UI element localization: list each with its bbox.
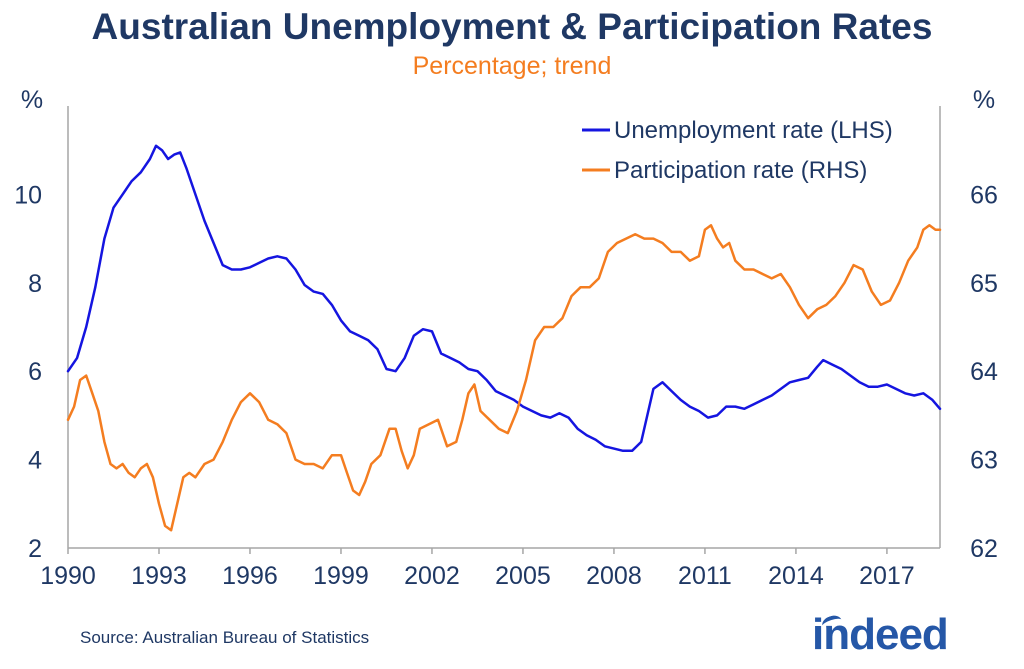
right-tick-label: 64 bbox=[970, 358, 998, 386]
right-tick-label: 63 bbox=[970, 447, 998, 475]
legend-unemployment-label: Unemployment rate (LHS) bbox=[614, 117, 893, 144]
x-tick-label: 2005 bbox=[495, 562, 551, 590]
chart-legend: Unemployment rate (LHS) Participation rat… bbox=[582, 117, 893, 184]
chart-subtitle: Percentage; trend bbox=[412, 52, 612, 80]
x-tick-label: 1996 bbox=[222, 562, 278, 590]
x-tick-label: 2011 bbox=[678, 562, 732, 590]
left-tick-label: 2 bbox=[28, 535, 42, 563]
x-tick-label: 2014 bbox=[768, 562, 824, 590]
left-tick-label: 6 bbox=[28, 358, 42, 386]
chart-plot-area bbox=[66, 144, 942, 532]
left-tick-label: 4 bbox=[28, 447, 42, 475]
x-tick-label: 2002 bbox=[404, 562, 460, 590]
x-tick-label: 1999 bbox=[313, 562, 369, 590]
x-tick-label: 1990 bbox=[40, 562, 96, 590]
right-axis-unit: % bbox=[973, 86, 995, 114]
source-note: Source: Australian Bureau of Statistics bbox=[80, 628, 370, 647]
chart-axes: 2 4 6 8 10% 62 63 64 65 66% 1990 1993 1996 1999 2002 20… bbox=[14, 86, 998, 590]
unemployment-rate-line bbox=[66, 144, 942, 453]
x-tick-label: 1993 bbox=[131, 562, 187, 590]
x-tick-label: 2008 bbox=[586, 562, 642, 590]
indeed-logo: indeed bbox=[812, 610, 949, 659]
legend-participation-label: Participation rate (RHS) bbox=[614, 157, 867, 184]
right-tick-label: 62 bbox=[970, 535, 998, 563]
left-tick-label: 8 bbox=[28, 270, 42, 298]
participation-rate-line bbox=[66, 224, 942, 532]
chart-title: Australian Unemployment & Participation … bbox=[91, 6, 933, 47]
left-tick-label: 10 bbox=[14, 181, 42, 209]
x-tick-label: 2017 bbox=[859, 562, 915, 590]
left-axis-unit: % bbox=[21, 86, 43, 114]
right-tick-label: 65 bbox=[970, 270, 998, 298]
right-tick-label: 66 bbox=[970, 181, 998, 209]
